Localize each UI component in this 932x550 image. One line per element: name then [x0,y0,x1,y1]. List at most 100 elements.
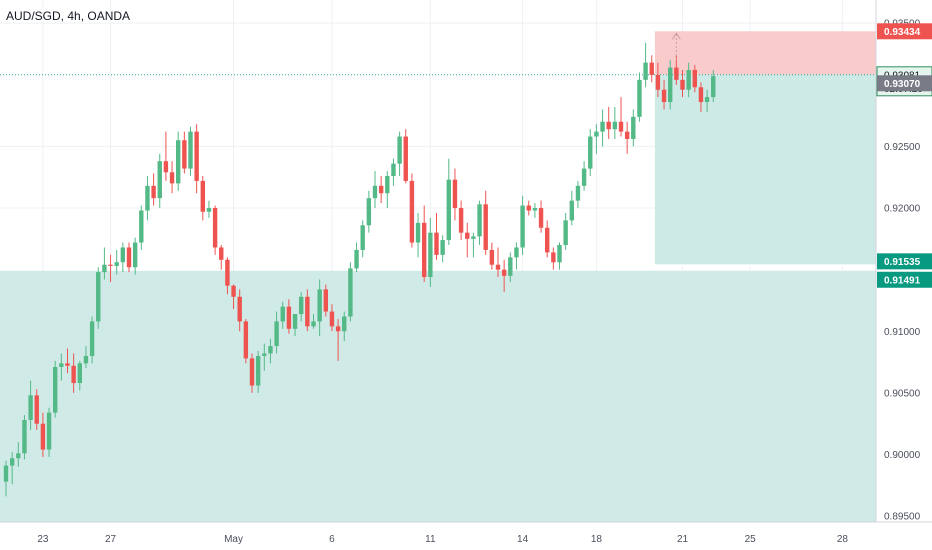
candle-up [563,220,568,246]
candle-up [268,346,273,354]
price-tick-label: 0.90500 [884,388,921,399]
candle-up [600,121,605,132]
candle-down [335,326,341,332]
candle-down [501,269,507,276]
candle-up [274,321,279,347]
candle-up [372,185,378,199]
candle-up [120,247,126,263]
candle-down [286,306,292,329]
candle-up [514,247,519,258]
candle-up [631,116,636,140]
candle-up [477,204,482,237]
target-price-label: 0.93434 [884,27,921,38]
candle-up [415,222,421,243]
candle-up [114,262,119,266]
candle-down [169,172,175,184]
candle-down [655,74,661,90]
candle-down [237,296,242,322]
stop-zone-bottom-label-bg [877,271,932,288]
candle-up [428,232,433,278]
candle-down [231,285,236,297]
candle-up [446,179,451,241]
candle-down [126,247,132,268]
candle-down [422,222,427,278]
candle-up [157,161,162,199]
stop-price-label: 0.91535 [884,257,921,268]
candle-down [495,264,501,270]
price-tick-label: 0.92000 [884,204,921,215]
candle-up [471,236,476,239]
candle-up [637,79,642,117]
candle-down [243,321,249,359]
candle-down [618,121,624,132]
time-tick-label: 25 [745,534,757,545]
candle-down [465,232,470,239]
candle-down [225,259,230,286]
candle-up [83,355,89,364]
candle-down [323,289,328,312]
candle-up [22,420,27,454]
candle-up [557,245,562,263]
candle-up [188,131,193,169]
candle-down [403,136,408,181]
target-zone [654,31,876,75]
time-tick-label: 6 [329,534,335,545]
candle-up [139,210,144,243]
candle-up [262,353,267,356]
candle-up [89,321,95,356]
candle-up [508,257,513,276]
candle-down [219,247,224,260]
candle-down [538,208,544,228]
time-tick-label: 27 [105,534,117,545]
candle-up [145,185,150,211]
price-tick-label: 0.89500 [884,512,921,523]
candle-up [317,289,322,322]
candle-down [649,62,654,75]
candle-up [77,363,82,384]
last-close-label: 0.93070 [884,79,921,90]
candle-up [575,185,581,201]
candle-down [606,121,611,130]
candle-up [59,363,64,368]
candle-down [34,395,39,424]
candle-down [378,185,384,194]
candle-down [71,365,76,384]
candle-down [329,311,335,327]
time-axis[interactable] [0,522,932,550]
time-tick-label: 18 [591,534,603,545]
candle-up [581,168,587,186]
candle-up [440,240,445,255]
candle-down [200,180,205,212]
candle-up [28,395,33,421]
candle-down [452,179,458,209]
time-tick-label: 14 [517,534,529,545]
candle-down [624,131,630,140]
candle-up [342,316,347,332]
candle-down [674,67,679,80]
time-tick-label: 23 [37,534,49,545]
candle-down [108,264,113,266]
candle-up [360,225,365,250]
support-zone [0,270,876,522]
target-arrow-icon [671,32,681,40]
candle-down [249,358,255,386]
time-tick-label: 11 [425,534,436,545]
candle-up [299,296,304,315]
candle-down [545,227,550,253]
stop-price-label-bg [877,253,932,270]
last-close-label-bg [877,75,932,92]
candle-down [526,205,531,211]
candle-down [163,161,169,173]
symbol-title: AUD/SGD, 4h, OANDA [6,9,131,23]
candle-up [96,272,101,322]
stop-zone [654,74,876,266]
candle-up [397,136,402,164]
candle-up [311,321,316,327]
candle-down [434,232,439,255]
time-tick-label: 28 [837,534,849,545]
candle-down [194,131,199,181]
candle-up [711,76,716,98]
candle-up [366,198,372,226]
